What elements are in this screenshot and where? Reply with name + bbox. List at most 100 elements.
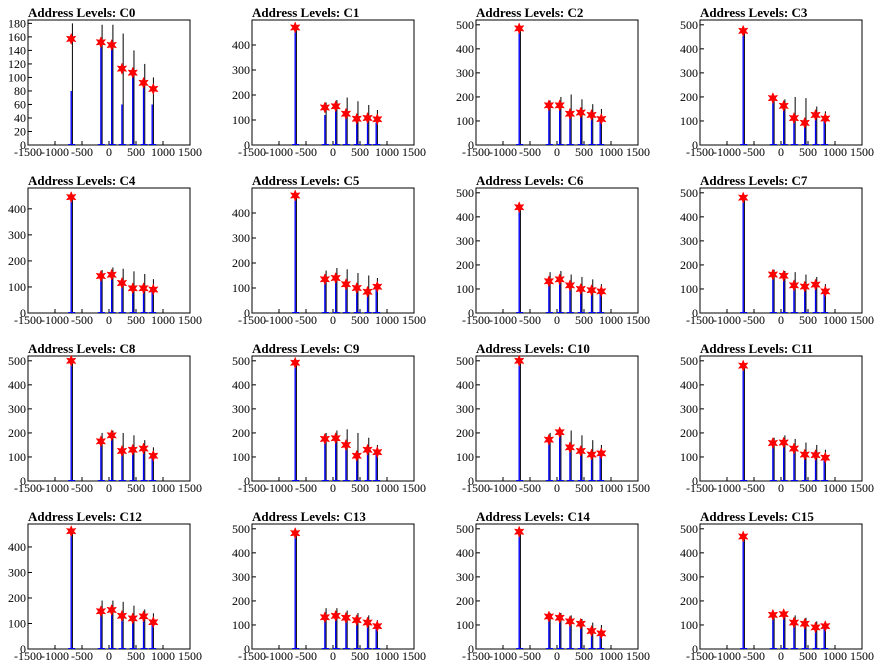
x-tick-label: 500 — [575, 481, 593, 495]
x-tick-label: 1500 — [402, 481, 426, 495]
histogram-chart: 0 100 200 300 400 500 -1500 -1000 -500 0 500 1000 15… — [456, 186, 650, 327]
histogram-panel: 0 100 200 300 400 -1500 -1000 -500 0 500 1000 1500 A… — [0, 168, 224, 336]
chart-title: Address Levels: C2 — [476, 5, 584, 20]
y-tick-label: 400 — [8, 202, 26, 216]
x-tick-label: 1500 — [178, 481, 202, 495]
peak-marker — [330, 432, 342, 445]
histogram-panel: 0 100 200 300 400 500 -1500 -1000 -500 0 500 1000 15… — [448, 336, 672, 504]
y-tick-label: 0 — [468, 306, 474, 320]
peak-marker — [543, 610, 555, 623]
histogram-chart: 0 100 200 300 400 500 -1500 -1000 -500 0 500 1000 15… — [232, 522, 426, 663]
peak-marker — [554, 611, 566, 624]
y-tick-label: 300 — [232, 231, 250, 245]
x-tick-label: 500 — [799, 145, 817, 159]
histogram-chart: 0 100 200 300 400 500 -1500 -1000 -500 0 500 1000 15… — [8, 354, 202, 495]
y-tick-label: 200 — [232, 594, 250, 608]
x-tick-label: -1000 — [265, 313, 293, 327]
x-tick-label: 500 — [351, 313, 369, 327]
peak-marker — [362, 285, 373, 298]
peak-marker — [95, 605, 107, 618]
peak-marker — [95, 269, 107, 283]
peak-marker — [767, 608, 779, 622]
histogram-chart: 0 100 200 300 400 500 -1500 -1000 -500 0 500 1000 15… — [456, 354, 650, 495]
y-tick-label: 400 — [232, 378, 250, 392]
x-tick-label: -1500 — [462, 481, 490, 495]
x-tick-label: -1000 — [265, 145, 293, 159]
peak-marker — [127, 282, 139, 295]
peak-marker — [371, 280, 383, 293]
histogram-panel: 0 100 200 300 400 500 -1500 -1000 -500 0 500 1000 15… — [672, 168, 896, 336]
peak-marker — [595, 627, 607, 640]
histogram-panel: 0 100 200 300 400 500 -1500 -1000 -500 0 500 1000 15… — [224, 504, 448, 672]
x-tick-label: 1000 — [375, 145, 399, 159]
y-tick-label: 0 — [692, 474, 698, 488]
histogram-chart: 0 100 200 300 400 -1500 -1000 -500 0 500 1000 1500 — [232, 187, 426, 327]
y-tick-label: 0 — [468, 642, 474, 656]
peak-marker — [330, 609, 342, 623]
x-tick-label: 1000 — [823, 481, 847, 495]
peak-marker — [575, 617, 587, 630]
peak-marker — [778, 436, 790, 449]
y-tick-label: 0 — [468, 138, 474, 152]
x-tick-label: -500 — [519, 313, 541, 327]
peak-marker — [799, 116, 811, 130]
peak-marker — [362, 111, 373, 125]
x-tick-label: -1000 — [713, 313, 741, 327]
x-tick-label: -500 — [295, 313, 317, 327]
x-tick-label: 1000 — [599, 649, 623, 663]
peak-marker — [788, 111, 800, 125]
x-tick-label: 1500 — [626, 313, 650, 327]
y-tick-label: 200 — [680, 258, 698, 272]
x-tick-label: -1500 — [14, 313, 42, 327]
x-tick-label: 500 — [575, 313, 593, 327]
x-tick-label: 1500 — [402, 145, 426, 159]
x-tick-label: -1000 — [265, 649, 293, 663]
peak-marker — [586, 448, 597, 461]
peak-marker — [788, 616, 800, 629]
peak-marker — [351, 112, 363, 125]
x-tick-label: 500 — [351, 481, 369, 495]
peak-marker — [799, 617, 811, 630]
y-tick-label: 100 — [8, 450, 26, 464]
chart-title: Address Levels: C4 — [28, 173, 136, 188]
x-tick-label: 1000 — [151, 145, 175, 159]
peak-marker — [330, 100, 342, 113]
x-tick-label: 1500 — [178, 145, 202, 159]
y-tick-label: 400 — [8, 540, 26, 554]
x-tick-label: -1000 — [41, 649, 69, 663]
x-tick-label: -1000 — [713, 481, 741, 495]
histogram-chart: 0 100 200 300 400 -1500 -1000 -500 0 500 1000 1500 — [8, 523, 202, 663]
x-tick-label: -1000 — [41, 145, 69, 159]
x-tick-label: 500 — [351, 649, 369, 663]
x-tick-label: 0 — [106, 313, 112, 327]
y-tick-label: 0 — [692, 138, 698, 152]
peak-marker — [778, 269, 790, 282]
y-tick-label: 200 — [680, 426, 698, 440]
peak-marker — [65, 190, 77, 204]
peak-marker — [586, 283, 597, 297]
y-tick-label: 500 — [680, 18, 698, 32]
x-tick-label: 1500 — [850, 481, 874, 495]
y-tick-label: 500 — [232, 522, 250, 536]
x-tick-label: -500 — [295, 481, 317, 495]
chart-title: Address Levels: C3 — [700, 5, 808, 20]
histogram-panel: 0 100 200 300 400 -1500 -1000 -500 0 500 1000 1500 A… — [224, 168, 448, 336]
chart-title: Address Levels: C8 — [28, 341, 136, 356]
y-tick-label: 200 — [232, 88, 250, 102]
peak-marker — [138, 76, 149, 90]
y-tick-label: 300 — [8, 565, 26, 579]
y-tick-label: 100 — [232, 113, 250, 127]
y-tick-label: 400 — [232, 546, 250, 560]
x-tick-label: -500 — [295, 649, 317, 663]
peak-marker — [767, 91, 779, 105]
plot-frame — [699, 19, 863, 146]
peak-marker — [543, 99, 555, 112]
peak-marker — [575, 106, 587, 119]
y-tick-label: 200 — [8, 426, 26, 440]
x-tick-label: 1000 — [375, 649, 399, 663]
histogram-chart: 0 100 200 300 400 500 -1500 -1000 -500 0 500 1000 15… — [456, 18, 650, 159]
x-tick-label: 1500 — [178, 649, 202, 663]
x-tick-label: 0 — [554, 145, 560, 159]
